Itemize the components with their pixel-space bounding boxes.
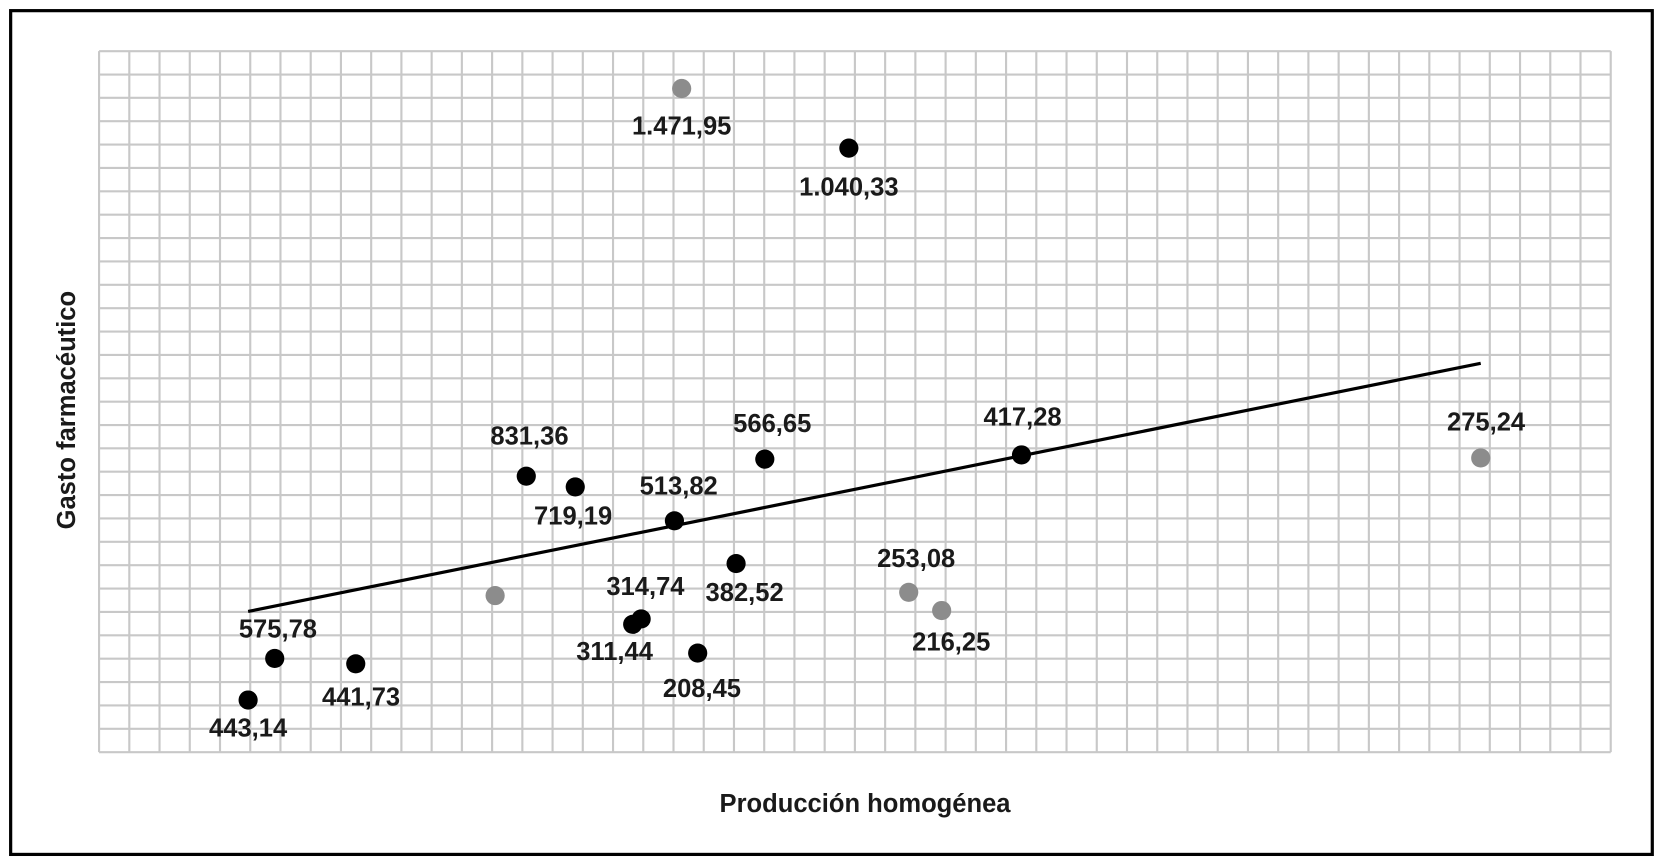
point-label: 382,52 xyxy=(706,579,784,607)
point xyxy=(672,78,692,99)
point xyxy=(565,477,585,497)
point xyxy=(238,690,258,710)
point xyxy=(688,643,708,663)
point-label: 1.471,95 xyxy=(632,113,731,141)
x-axis-label: Producción homogénea xyxy=(720,790,1012,818)
point xyxy=(516,466,536,486)
point xyxy=(623,614,643,634)
point-label: 417,28 xyxy=(983,403,1061,431)
point-label: 208,45 xyxy=(663,675,741,703)
plot: 1.471,95 1.040,33 831,36 719,19 566,65 513,82… xyxy=(209,78,1526,743)
point xyxy=(755,449,775,469)
point-label: 575,78 xyxy=(239,615,317,643)
point xyxy=(485,585,505,606)
point-label: 831,36 xyxy=(490,423,568,451)
point xyxy=(265,648,285,669)
point xyxy=(726,553,746,574)
point-label: 441,73 xyxy=(322,684,400,712)
point-label: 443,14 xyxy=(209,715,288,743)
point-label: 275,24 xyxy=(1447,409,1526,437)
point-label: 719,19 xyxy=(534,503,612,531)
point-label: 311,44 xyxy=(576,638,654,666)
point xyxy=(346,654,366,674)
point-label: 253,08 xyxy=(877,545,955,573)
point-label: 1.040,33 xyxy=(799,173,898,201)
point xyxy=(899,582,919,602)
point xyxy=(839,138,859,158)
y-axis-label: Gasto farmacéutico xyxy=(53,291,81,530)
point-label: 566,65 xyxy=(733,410,811,438)
point-label: 216,25 xyxy=(912,628,990,656)
trend-line xyxy=(247,361,1482,614)
point-label: 314,74 xyxy=(606,573,685,601)
point xyxy=(932,600,952,621)
point xyxy=(664,511,684,531)
point xyxy=(1011,445,1032,465)
point xyxy=(1471,448,1491,468)
point-label: 513,82 xyxy=(640,473,718,501)
grid xyxy=(98,50,1612,754)
